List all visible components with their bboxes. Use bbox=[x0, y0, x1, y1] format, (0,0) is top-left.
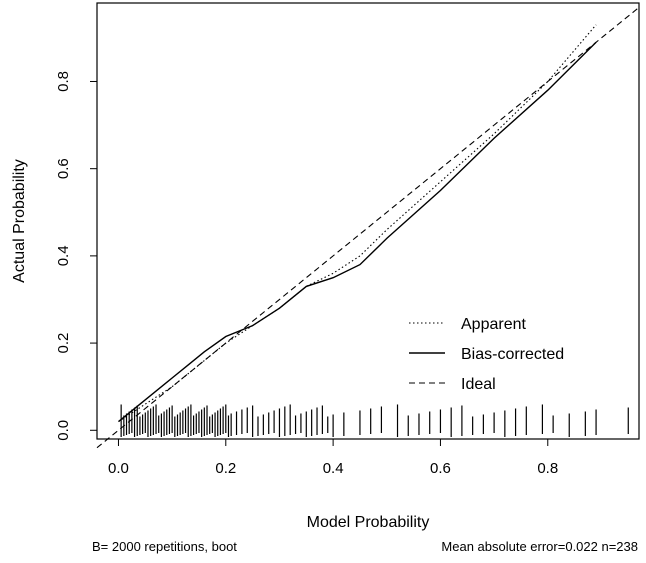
series-line-ideal bbox=[96, 6, 640, 449]
y-tick-label: 0.6 bbox=[55, 158, 72, 179]
axes: 0.0 0.2 0.4 0.6 0.8 0.0 0.2 0.4 0.6 0.8 bbox=[55, 71, 558, 477]
y-tick-label: 0.2 bbox=[55, 333, 72, 354]
legend-label: Bias-corrected bbox=[461, 346, 564, 363]
series-layer bbox=[96, 6, 640, 449]
x-tick-label: 0.6 bbox=[430, 460, 451, 477]
y-tick-label: 0.4 bbox=[55, 245, 72, 266]
y-tick-label: 0.0 bbox=[55, 420, 72, 441]
series-line-bias-corrected bbox=[118, 41, 597, 423]
y-axis-label: Actual Probability bbox=[11, 159, 28, 283]
legend-label: Apparent bbox=[461, 316, 526, 333]
x-tick-label: 0.0 bbox=[108, 460, 129, 477]
x-tick-label: 0.8 bbox=[537, 460, 558, 477]
plot-frame bbox=[96, 2, 640, 440]
x-tick-label: 0.4 bbox=[323, 460, 344, 477]
footnote-left: B= 2000 repetitions, boot bbox=[92, 539, 237, 554]
y-tick-label: 0.8 bbox=[55, 71, 72, 92]
rug-marks bbox=[120, 404, 629, 437]
x-axis-label: Model Probability bbox=[307, 514, 430, 531]
legend: Apparent Bias-corrected Ideal bbox=[409, 316, 564, 393]
footnote-right: Mean absolute error=0.022 n=238 bbox=[441, 539, 638, 554]
legend-label: Ideal bbox=[461, 376, 496, 393]
x-tick-label: 0.2 bbox=[215, 460, 236, 477]
